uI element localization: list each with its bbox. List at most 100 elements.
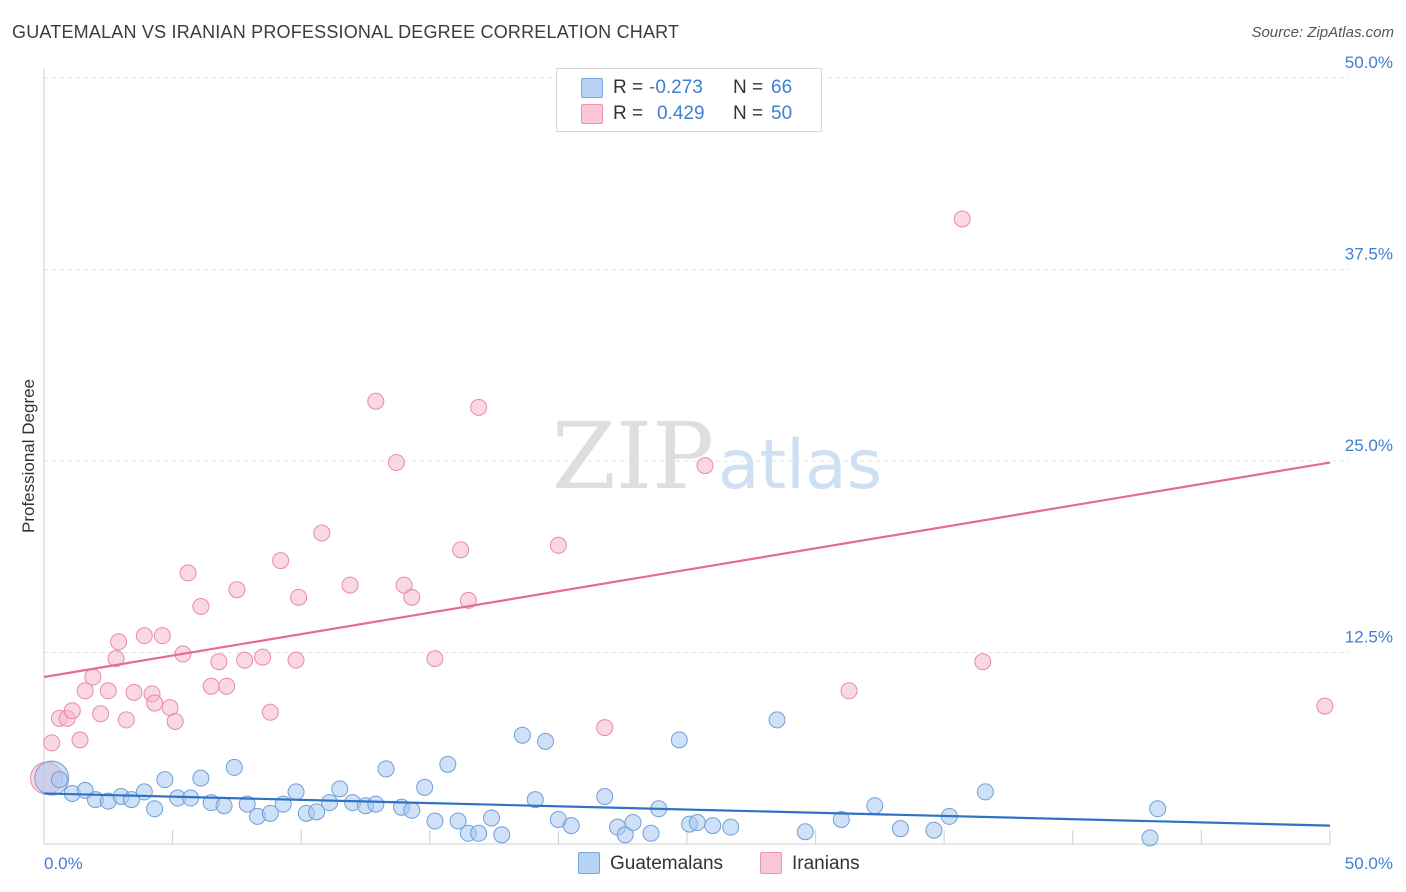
guatemalan-point: [331, 780, 349, 798]
y-tick-label: 25.0%: [1345, 436, 1393, 455]
y-tick-label: 50.0%: [1345, 53, 1393, 72]
iranians-swatch: [760, 852, 782, 874]
guatemalan-point: [439, 755, 457, 773]
legend-n-label: N =: [733, 103, 764, 124]
iranian-point: [696, 457, 714, 475]
guatemalan-point: [513, 726, 531, 744]
guatemalan-point: [308, 803, 326, 821]
iranian-point: [596, 719, 614, 737]
guatemalan-point: [596, 788, 614, 806]
iranian-point: [426, 650, 444, 668]
guatemalan-point: [156, 771, 174, 789]
legend-n-label: N =: [733, 77, 764, 98]
guatemalan-point: [225, 758, 243, 776]
iranian-point: [179, 564, 197, 582]
legend-n-value: 50: [771, 103, 793, 124]
guatemalan-point: [562, 817, 580, 835]
iranians-swatch: [581, 104, 603, 124]
guatemalans-trend-line: [43, 792, 1331, 827]
iranian-point: [192, 598, 210, 616]
guatemalan-point: [925, 821, 943, 839]
iranian-point: [254, 648, 272, 666]
watermark: ZIP atlas: [552, 403, 882, 510]
iranian-point: [92, 705, 110, 723]
iranian-point: [117, 711, 135, 729]
bottom-legend-label: Iranians: [792, 853, 860, 874]
legend-r-label: R =: [613, 77, 644, 98]
guatemalan-point: [493, 826, 511, 844]
iranian-point: [76, 682, 94, 700]
iranian-point: [43, 734, 61, 752]
guatemalan-point: [722, 818, 740, 836]
axes: [43, 68, 1331, 845]
iranian-point: [236, 651, 254, 669]
y-axis-label: Professional Degree: [19, 379, 38, 533]
iranian-point: [395, 576, 413, 594]
guatemalan-point: [238, 795, 256, 813]
guatemalans-swatch: [578, 852, 600, 874]
iranian-point: [63, 702, 81, 720]
guatemalan-point: [616, 826, 634, 844]
guatemalan-point: [367, 795, 385, 813]
guatemalan-point: [891, 820, 909, 838]
guatemalan-point: [688, 814, 706, 832]
iranian-point: [84, 668, 102, 686]
x-tick-label: 0.0%: [44, 854, 83, 873]
y-tick-label: 12.5%: [1345, 628, 1393, 647]
guatemalan-point: [796, 823, 814, 841]
iranian-point: [261, 703, 279, 721]
gridlines: [44, 77, 1350, 653]
iranian-point: [459, 591, 477, 609]
y-tick-label: 37.5%: [1345, 245, 1393, 264]
guatemalan-point: [261, 804, 279, 822]
guatemalan-point: [416, 778, 434, 796]
legend-r-value: -0.273: [649, 77, 703, 98]
guatemalan-point: [866, 797, 884, 815]
guatemalan-point: [470, 824, 488, 842]
iranian-point: [153, 627, 171, 645]
guatemalan-point: [624, 814, 642, 832]
guatemalan-point: [135, 783, 153, 801]
iranian-point: [287, 651, 305, 669]
iranian-point: [470, 398, 488, 416]
guatemalan-point: [768, 711, 786, 729]
legend-r-value: 0.429: [657, 103, 705, 124]
guatemalan-point: [192, 769, 210, 787]
guatemalan-point: [537, 732, 555, 750]
guatemalan-point: [403, 801, 421, 819]
guatemalans-points: [34, 711, 1167, 847]
x-tick-label: 50.0%: [1345, 854, 1393, 873]
iranian-point: [125, 683, 143, 701]
legend-r-label: R =: [613, 103, 644, 124]
bottom-legend-label: Guatemalans: [610, 853, 724, 874]
trend-lines: [43, 461, 1331, 827]
iranian-point: [403, 588, 421, 606]
guatemalan-point: [449, 812, 467, 830]
iranian-point: [99, 682, 117, 700]
iranian-point: [953, 210, 971, 228]
iranian-point: [110, 633, 128, 651]
legend-n-value: 66: [771, 77, 793, 98]
iranian-point: [452, 541, 470, 559]
guatemalan-point: [426, 812, 444, 830]
guatemalan-point: [215, 797, 233, 815]
iranian-point: [840, 682, 858, 700]
iranian-point: [166, 712, 184, 730]
guatemalan-point: [320, 794, 338, 812]
iranian-point: [549, 536, 567, 554]
guatemalan-point: [377, 760, 395, 778]
iranians-points: [30, 210, 1334, 795]
tick-labels: 12.5% 25.0% 37.5% 50.0% 0.0% 50.0%: [44, 53, 1393, 873]
iranian-point: [210, 653, 228, 671]
guatemalan-point: [1141, 829, 1159, 847]
iranian-point: [1316, 697, 1334, 715]
iranian-point: [107, 650, 125, 668]
iranian-point: [146, 694, 164, 712]
iranian-point: [71, 731, 89, 749]
iranian-point: [313, 524, 331, 542]
iranian-point: [341, 576, 359, 594]
guatemalans-swatch: [581, 78, 603, 98]
iranian-point: [290, 588, 308, 606]
guatemalan-point: [704, 817, 722, 835]
